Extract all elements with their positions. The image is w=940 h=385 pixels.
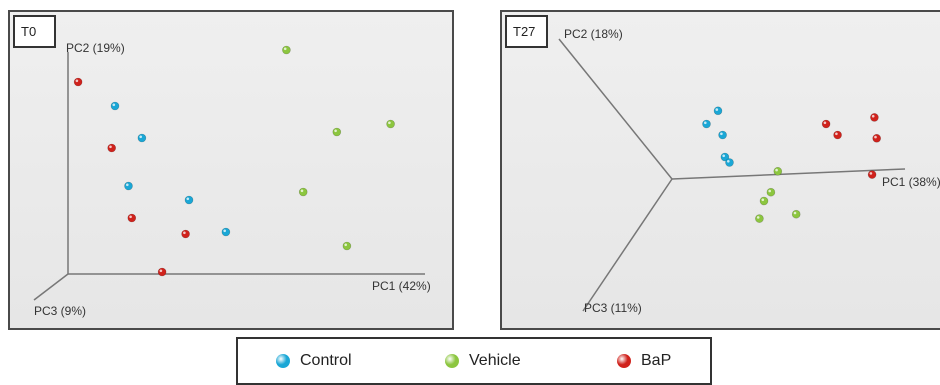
- legend: Control Vehicle BaP: [236, 337, 712, 385]
- pc2-axis-line: [558, 38, 673, 180]
- point-control-3: [718, 130, 727, 140]
- point-bap-1: [821, 119, 831, 129]
- point-vehicle-4: [755, 214, 764, 223]
- point-highlight: [756, 216, 760, 219]
- point-highlight: [722, 154, 725, 158]
- point-vehicle-4: [298, 187, 308, 197]
- point-vehicle-2: [332, 127, 342, 137]
- pc3-axis-line: [33, 273, 69, 301]
- pc2-axis-label: PC2 (18%): [564, 27, 623, 41]
- point-highlight: [223, 229, 226, 233]
- legend-swatch-control: [276, 354, 290, 368]
- point-highlight: [159, 269, 163, 273]
- point-highlight: [874, 135, 877, 139]
- pca-plot-t0: PC2 (19%) PC1 (42%) PC3 (9%): [33, 41, 431, 318]
- point-bap-2: [870, 113, 879, 122]
- legend-label-vehicle: Vehicle: [469, 352, 521, 369]
- point-bap-2: [107, 143, 116, 153]
- pc1-axis-label: PC1 (42%): [372, 279, 431, 293]
- point-highlight: [126, 183, 129, 187]
- point-highlight: [823, 121, 827, 125]
- pc1-axis-label: PC1 (38%): [882, 175, 940, 189]
- point-vehicle-5: [791, 209, 801, 219]
- pca-panel-t0: T0 PC2 (19%) PC1 (42%) PC3 (9%): [8, 10, 454, 330]
- point-control-1: [713, 106, 723, 116]
- point-vehicle-2: [766, 187, 776, 197]
- point-highlight: [186, 197, 190, 201]
- point-highlight: [344, 243, 348, 247]
- point-vehicle-5: [342, 241, 352, 251]
- points-t0: [73, 45, 395, 277]
- pc3-axis-label: PC3 (11%): [584, 301, 642, 315]
- point-control-3: [124, 181, 133, 191]
- point-highlight: [109, 145, 112, 149]
- point-highlight: [139, 135, 142, 139]
- point-highlight: [768, 189, 771, 193]
- point-highlight: [775, 168, 778, 172]
- point-vehicle-1: [282, 45, 291, 55]
- point-highlight: [715, 108, 719, 111]
- point-highlight: [112, 103, 116, 107]
- point-highlight: [720, 132, 723, 136]
- pc3-axis-label: PC3 (9%): [34, 304, 86, 318]
- pc1-axis-line: [671, 168, 906, 180]
- point-control-2: [702, 119, 711, 129]
- point-highlight: [871, 114, 875, 118]
- legend-label-control: Control: [300, 352, 352, 369]
- point-highlight: [727, 160, 730, 163]
- legend-item-control: Control: [276, 351, 352, 371]
- point-highlight: [869, 172, 873, 175]
- point-bap-4: [872, 134, 882, 143]
- point-control-4: [184, 195, 194, 205]
- point-highlight: [75, 79, 79, 83]
- panel-label-t0: T0: [13, 15, 56, 48]
- point-bap-5: [157, 267, 167, 277]
- legend-label-bap: BaP: [641, 352, 672, 369]
- pc2-axis-label: PC2 (19%): [66, 41, 125, 55]
- point-control-2: [137, 133, 147, 143]
- point-bap-1: [73, 77, 83, 87]
- legend-item-bap: BaP: [617, 351, 671, 371]
- point-control-5: [221, 227, 231, 237]
- point-highlight: [793, 211, 797, 215]
- point-highlight: [129, 215, 132, 219]
- legend-item-vehicle: Vehicle: [445, 351, 521, 371]
- point-vehicle-3: [386, 119, 395, 129]
- point-highlight: [183, 231, 186, 235]
- point-vehicle-3: [759, 196, 769, 206]
- point-bap-3: [833, 130, 842, 140]
- point-vehicle-1: [773, 167, 783, 176]
- point-bap-5: [867, 170, 877, 179]
- point-highlight: [835, 132, 838, 136]
- legend-swatch-bap: [617, 354, 631, 368]
- point-highlight: [761, 198, 765, 202]
- point-highlight: [388, 121, 391, 125]
- points-t27: [702, 106, 882, 223]
- point-highlight: [334, 129, 337, 133]
- point-highlight: [300, 189, 304, 193]
- pca-panel-t27: T27 PC2 (18%) PC1 (38%) PC3 (11%): [500, 10, 940, 330]
- point-bap-4: [181, 229, 190, 239]
- pca-plot-t27: PC2 (18%) PC1 (38%) PC3 (11%): [558, 27, 940, 315]
- pc3-axis-line: [582, 178, 673, 312]
- point-control-1: [110, 101, 120, 111]
- point-highlight: [283, 47, 287, 51]
- point-control-5: [725, 158, 734, 167]
- point-bap-3: [127, 213, 137, 223]
- legend-swatch-vehicle: [445, 354, 459, 368]
- panel-label-t27: T27: [505, 15, 548, 48]
- point-highlight: [704, 121, 707, 125]
